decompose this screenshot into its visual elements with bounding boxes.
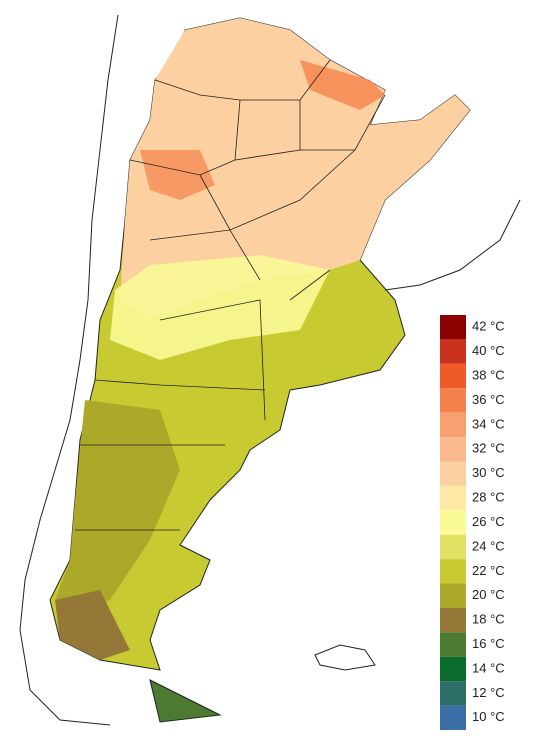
legend-swatch — [440, 583, 466, 608]
legend-swatch — [440, 607, 466, 633]
legend-label: 24 °C — [472, 538, 505, 553]
chile-outline — [19, 14, 119, 726]
legend-label: 32 °C — [472, 441, 505, 456]
legend-label: 26 °C — [472, 514, 505, 529]
legend-label: 16 °C — [472, 636, 505, 651]
legend-swatch — [440, 534, 466, 560]
legend-label: 30 °C — [472, 465, 505, 480]
legend-label: 20 °C — [472, 587, 505, 602]
malvinas — [314, 644, 376, 671]
legend-label: 28 °C — [472, 490, 505, 505]
legend-swatch — [440, 437, 466, 462]
legend-swatch — [440, 461, 466, 486]
cold-region — [55, 590, 130, 660]
legend-label: 40 °C — [472, 343, 505, 358]
legend-label: 22 °C — [472, 563, 505, 578]
legend-label: 36 °C — [472, 392, 505, 407]
legend-label: 18 °C — [472, 612, 505, 627]
legend-swatch — [440, 363, 466, 389]
hot-region — [140, 150, 215, 200]
legend-swatch — [440, 559, 466, 584]
legend-label: 34 °C — [472, 416, 505, 431]
legend-label: 14 °C — [472, 660, 505, 675]
legend-swatch — [440, 681, 466, 706]
legend: 42 °C 40 °C 38 °C 36 °C 34 °C 32 °C 30 °C 28 °C… — [440, 315, 505, 730]
legend-swatch — [440, 485, 466, 511]
legend-label: 10 °C — [472, 709, 505, 724]
legend-swatch — [440, 315, 466, 340]
legend-label: 12 °C — [472, 685, 505, 700]
legend-swatch — [440, 705, 466, 730]
legend-swatch — [440, 510, 466, 535]
province-border — [75, 59, 386, 531]
uruguay-outline — [384, 199, 521, 291]
legend-swatch — [440, 632, 466, 657]
tierra-del-fuego — [149, 679, 222, 723]
cool-region — [55, 400, 180, 620]
legend-swatch — [440, 412, 466, 438]
hot-region — [300, 60, 385, 110]
legend-label: 38 °C — [472, 367, 505, 382]
legend-label: 42 °C — [472, 319, 505, 334]
legend-swatch — [440, 656, 466, 682]
legend-swatch — [440, 339, 466, 364]
legend-swatch — [440, 388, 466, 413]
mild-region — [110, 255, 330, 360]
